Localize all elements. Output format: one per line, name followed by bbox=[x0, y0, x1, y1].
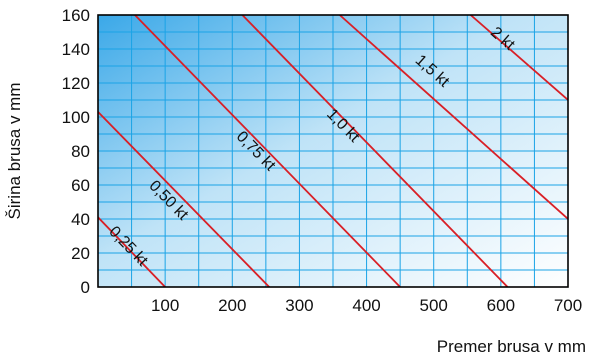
y-tick-label: 160 bbox=[62, 6, 90, 25]
y-tick-labels: 0 20 40 60 80 100 120 140 160 bbox=[62, 6, 90, 297]
y-tick-label: 80 bbox=[71, 142, 90, 161]
x-tick-label: 600 bbox=[487, 296, 515, 315]
x-tick-label: 500 bbox=[420, 296, 448, 315]
x-tick-label: 200 bbox=[218, 296, 246, 315]
y-tick-label: 20 bbox=[71, 244, 90, 263]
x-tick-label: 700 bbox=[554, 296, 582, 315]
series-line bbox=[470, 15, 568, 101]
y-axis-label: Širina brusa v mm bbox=[5, 83, 24, 220]
series-lines bbox=[98, 15, 568, 287]
series-line bbox=[98, 111, 270, 287]
y-tick-label: 0 bbox=[81, 278, 90, 297]
plot-frame bbox=[97, 14, 569, 288]
grid-lines bbox=[98, 15, 568, 287]
y-tick-label: 120 bbox=[62, 74, 90, 93]
y-tick-label: 140 bbox=[62, 40, 90, 59]
x-tick-label: 400 bbox=[352, 296, 380, 315]
series-line bbox=[339, 15, 568, 220]
x-tick-label: 300 bbox=[285, 296, 313, 315]
y-tick-label: 100 bbox=[62, 108, 90, 127]
y-tick-label: 60 bbox=[71, 176, 90, 195]
x-axis-label: Premer brusa v mm bbox=[437, 337, 586, 356]
series-line bbox=[134, 15, 401, 287]
x-tick-labels: 100 200 300 400 500 600 700 bbox=[151, 296, 582, 315]
series-line bbox=[241, 15, 509, 287]
y-tick-label: 40 bbox=[71, 210, 90, 229]
series-line bbox=[98, 216, 166, 287]
x-tick-label: 100 bbox=[151, 296, 179, 315]
